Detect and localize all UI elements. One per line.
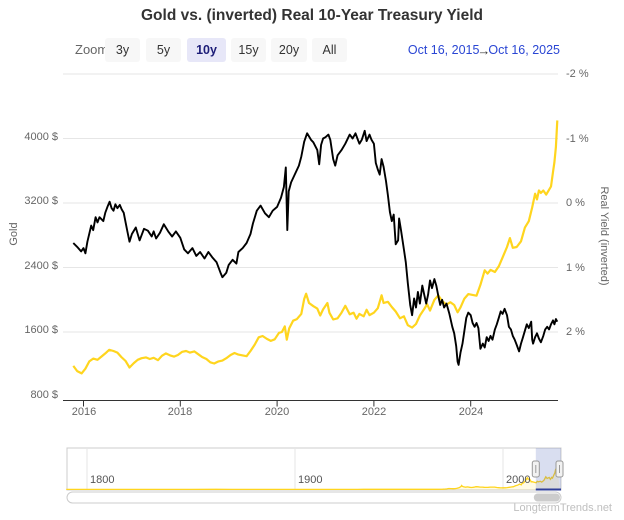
range-button-5y[interactable]: 5y <box>146 38 181 62</box>
navigator-line <box>66 463 558 491</box>
date-from-input[interactable]: Oct 16, 2015 <box>407 43 480 57</box>
gold-series-line[interactable] <box>72 120 559 375</box>
date-to-input[interactable]: Oct 16, 2025 <box>488 43 560 57</box>
real-yield-series-line[interactable] <box>72 129 559 366</box>
range-button-15y[interactable]: 15y <box>231 38 266 62</box>
range-button-all[interactable]: All <box>312 38 347 62</box>
range-button-10y[interactable]: 10y <box>187 38 226 62</box>
range-button-3y[interactable]: 3y <box>105 38 140 62</box>
scrollbar-track[interactable] <box>66 491 562 504</box>
range-button-20y[interactable]: 20y <box>271 38 307 62</box>
navigator-box <box>66 447 562 491</box>
scrollbar-thumb[interactable] <box>533 493 560 502</box>
